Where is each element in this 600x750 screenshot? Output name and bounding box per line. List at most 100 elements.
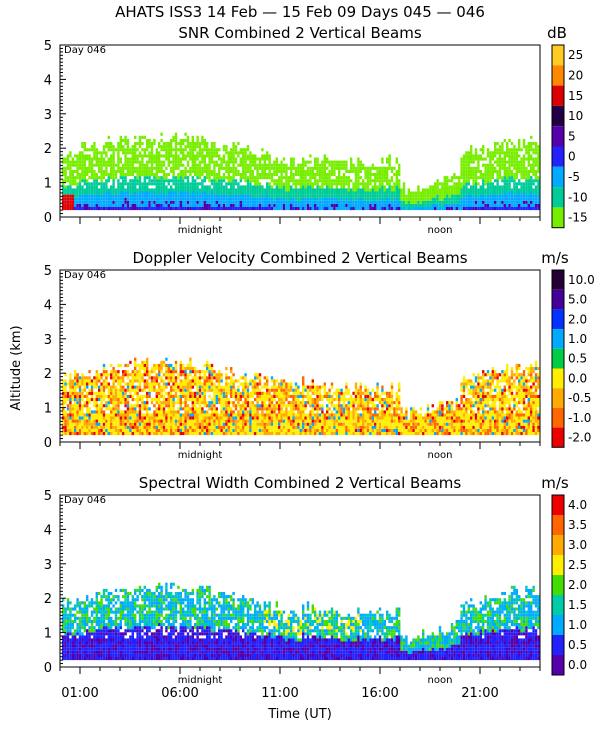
heatmap-cell [203,391,206,395]
heatmap-cell [302,169,305,173]
heatmap-cell [208,379,211,383]
heatmap-cell [208,370,211,374]
heatmap-cell [191,376,194,380]
heatmap-cell [239,197,242,201]
heatmap-cell [525,191,528,195]
heatmap-cell [338,188,341,192]
heatmap-cell [330,160,334,164]
heatmap-cell [81,382,84,386]
heatmap-cell [366,194,370,198]
heatmap-cell [237,142,240,146]
heatmap-cell [515,169,518,173]
heatmap-cell [220,194,223,198]
heatmap-cell [489,160,492,164]
heatmap-cell [482,203,485,207]
heatmap-cell [256,166,259,170]
heatmap-cell [131,185,134,189]
heatmap-cell [129,385,132,389]
heatmap-cell [258,422,262,426]
heatmap-cell [170,425,173,429]
heatmap-cell [194,416,197,420]
heatmap-cell [150,379,154,383]
heatmap-cell [321,185,324,189]
heatmap-cell [150,173,154,177]
heatmap-cell [141,404,144,408]
heatmap-cell [136,148,139,152]
heatmap-cell [102,157,106,161]
heatmap-cell [62,169,65,173]
heatmap-cell [64,410,67,414]
heatmap-cell [232,388,235,392]
heatmap-cell [134,157,137,161]
heatmap-cell [230,169,233,173]
heatmap-cell [105,416,108,420]
heatmap-cell [333,194,336,198]
heatmap-cell [208,382,211,386]
heatmap-cell [110,197,113,201]
heatmap-cell [227,398,230,402]
heatmap-cell [258,382,262,386]
heatmap-cell [160,376,163,380]
heatmap-cell [299,166,302,170]
heatmap-cell [354,179,358,183]
heatmap-cell [184,376,187,380]
heatmap-cell [143,385,146,389]
heatmap-cell [414,200,418,204]
heatmap-cell [172,404,175,408]
heatmap-cell [194,432,197,436]
heatmap-cell [148,157,151,161]
heatmap-cell [340,163,343,167]
heatmap-cell [278,182,281,186]
heatmap-cell [160,185,163,189]
heatmap-cell [143,191,146,195]
heatmap-cell [102,419,106,423]
heatmap-cell [222,425,226,429]
heatmap-cell [510,191,514,195]
heatmap-cell [220,385,223,389]
heatmap-cell [160,413,163,417]
heatmap-cell [88,207,91,211]
heatmap-cell [522,157,526,161]
heatmap-cell [268,410,271,414]
heatmap-cell [246,200,250,204]
heatmap-cell [333,197,336,201]
heatmap-cell [258,194,262,198]
heatmap-cell [148,160,151,164]
heatmap-cell [182,363,185,367]
heatmap-cell [318,179,322,183]
heatmap-cell [304,203,307,207]
heatmap-cell [249,407,252,411]
heatmap-cell [95,160,98,164]
heatmap-cell [81,179,84,183]
heatmap-cell [479,200,482,204]
heatmap-cell [218,166,221,170]
heatmap-cell [309,176,312,180]
heatmap-cell [170,376,173,380]
heatmap-cell [71,413,74,417]
heatmap-cell [482,157,485,161]
heatmap-cell [138,138,142,142]
heatmap-cell [203,394,206,398]
heatmap-cell [218,416,221,420]
heatmap-cell [206,419,209,423]
heatmap-cell [110,188,113,192]
heatmap-cell [280,207,283,211]
heatmap-cell [155,425,158,429]
heatmap-cell [494,151,497,155]
heatmap-cell [165,154,168,158]
heatmap-cell [342,182,346,186]
heatmap-cell [141,197,144,201]
heatmap-cell [369,191,372,195]
heatmap-cell [304,163,307,167]
heatmap-cell [244,163,247,167]
heatmap-cell [518,188,521,192]
heatmap-cell [213,388,216,392]
heatmap-cell [143,154,146,158]
heatmap-cell [206,379,209,383]
heatmap-cell [81,197,84,201]
heatmap-cell [100,410,103,414]
heatmap-cell [203,413,206,417]
heatmap-cell [515,166,518,170]
heatmap-cell [450,194,454,198]
heatmap-cell [246,385,250,389]
